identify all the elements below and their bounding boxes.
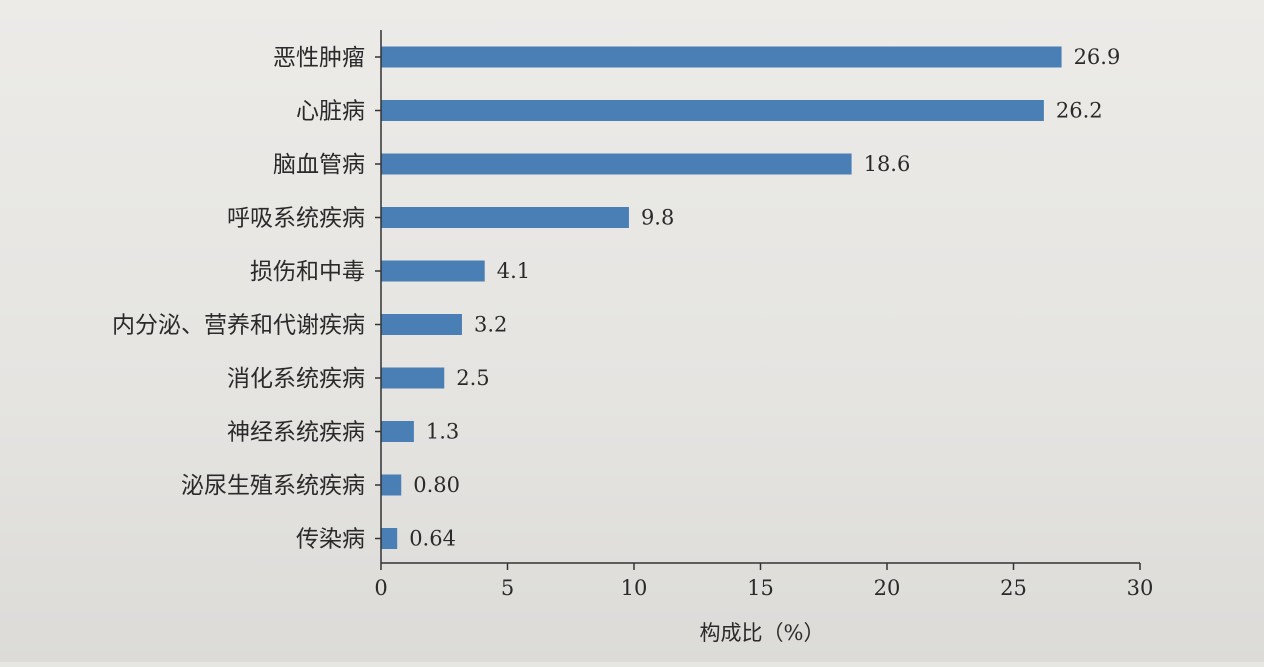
x-tick-label: 15 [747, 576, 774, 600]
x-tick-label: 10 [621, 576, 648, 600]
category-label: 脑血管病 [273, 152, 365, 178]
category-label: 恶性肿瘤 [273, 45, 365, 71]
bar [381, 46, 1062, 68]
value-label: 26.2 [1056, 99, 1103, 123]
bar [381, 260, 485, 282]
x-tick-label: 20 [874, 576, 901, 600]
value-label: 18.6 [864, 152, 911, 176]
bar [381, 474, 402, 496]
x-tick-label: 0 [374, 576, 387, 600]
value-label: 3.2 [474, 313, 507, 337]
category-label: 内分泌、营养和代谢疾病 [112, 313, 365, 339]
value-label: 0.80 [413, 473, 460, 497]
category-label: 神经系统疾病 [227, 420, 365, 446]
category-label: 损伤和中毒 [250, 259, 365, 285]
value-label: 1.3 [426, 420, 459, 444]
x-tick-label: 25 [1000, 576, 1027, 600]
value-label: 0.64 [409, 527, 456, 551]
bar [381, 100, 1044, 121]
category-label: 呼吸系统疾病 [227, 206, 365, 232]
bar [381, 314, 462, 335]
x-axis: 0 5 10 15 20 25 30 [374, 30, 1153, 600]
category-label: 泌尿生殖系统疾病 [181, 473, 365, 499]
bar [381, 421, 414, 442]
value-label: 4.1 [497, 259, 530, 283]
bar [381, 153, 852, 175]
x-tick-label: 30 [1127, 576, 1154, 600]
value-label: 9.8 [641, 206, 674, 230]
category-label: 消化系统疾病 [227, 366, 365, 392]
category-label: 心脏病 [296, 99, 365, 125]
bar [381, 367, 445, 389]
bar [381, 528, 398, 549]
labels-layer: 恶性肿瘤 26.9 心脏病 26.2 脑血管病 18.6 呼吸系统疾病 9.8 损伤和中毒 4.1… [112, 45, 1120, 553]
x-tick-label: 5 [501, 576, 514, 600]
bars-layer [381, 46, 1062, 549]
category-label: 传染病 [296, 527, 365, 553]
value-label: 26.9 [1074, 45, 1121, 69]
bar [381, 207, 629, 228]
value-label: 2.5 [456, 366, 489, 390]
x-axis-title: 构成比（%） [700, 621, 825, 645]
